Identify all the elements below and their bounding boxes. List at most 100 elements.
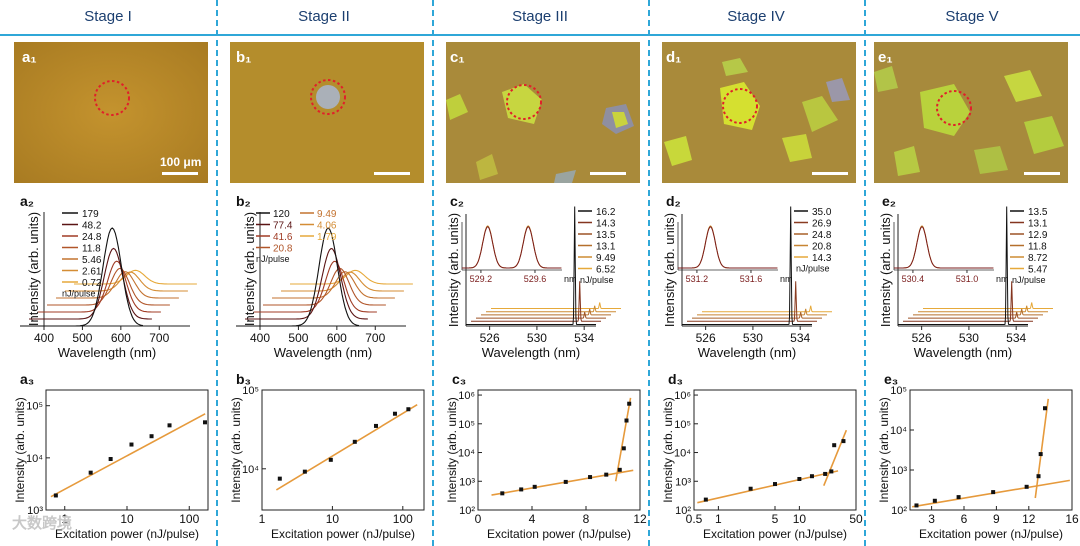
data-point xyxy=(1043,406,1047,411)
micrograph-c1: c₁ xyxy=(446,42,640,183)
plot-frame xyxy=(909,389,1073,511)
inset-trace xyxy=(462,225,562,269)
stage-divider xyxy=(432,0,434,546)
y-axis-title: Intensity (arb. units) xyxy=(445,397,459,502)
x-tick-label: 500 xyxy=(72,331,92,345)
legend-entry: 13.1 xyxy=(596,242,616,253)
spectrum-trace xyxy=(47,267,170,306)
x-tick-label: 100 xyxy=(393,512,413,526)
legend-entry: 77.4 xyxy=(273,221,293,232)
y-axis-title: Intensity (arb. units) xyxy=(877,397,891,502)
x-axis-title: Excitation power (nJ/pulse) xyxy=(703,527,847,541)
fit-line xyxy=(50,413,206,498)
data-point xyxy=(588,475,593,480)
y-tick-label: 10³ xyxy=(891,465,907,477)
inset-trace xyxy=(894,226,994,269)
x-tick-label: 100 xyxy=(179,512,199,526)
chart-c3: c₃ 0 4 8 12 10² 10³ 10⁴ 10⁵ 10⁶ Excitation power (… xyxy=(445,371,647,541)
x-tick-label: 534 xyxy=(1006,331,1026,345)
spectrum-trace xyxy=(481,308,611,316)
svg-text:d₁: d₁ xyxy=(666,49,681,66)
y-tick-label: 10⁵ xyxy=(458,419,475,431)
legend-entry: 11.8 xyxy=(82,244,101,255)
legend-entry: 35.0 xyxy=(812,207,832,218)
stage-5-title: Stage V xyxy=(945,8,999,25)
fit-line xyxy=(697,470,839,504)
data-point xyxy=(829,469,834,474)
y-tick-label: 10² xyxy=(459,505,475,517)
y-tick-label: 10⁵ xyxy=(26,401,43,413)
fit-line xyxy=(912,479,1070,508)
panel-label: b₃ xyxy=(236,371,251,387)
x-tick-label: 0.5 xyxy=(686,512,703,526)
chart-b3: b₃ 1 10 100 10⁴ 10⁵ Excitation power (nJ/pulse… xyxy=(229,371,425,541)
spectrum-trace xyxy=(486,305,616,313)
inset-x-tick-label: 529.6 xyxy=(524,274,547,284)
data-point xyxy=(621,446,626,451)
legend-entry: 48.2 xyxy=(82,221,102,232)
y-tick-label: 10⁴ xyxy=(458,448,475,460)
x-tick-label: 1 xyxy=(259,512,266,526)
micrograph-d1: d₁ xyxy=(662,42,856,183)
stage-2-title: Stage II xyxy=(298,8,350,25)
x-tick-label: 12 xyxy=(633,512,647,526)
legend-entry: 0.72 xyxy=(82,278,102,289)
spectrum-trace xyxy=(74,269,197,285)
x-tick-label: 8 xyxy=(583,512,590,526)
x-tick-label: 3 xyxy=(928,512,935,526)
inset-x-tick-label: 531.2 xyxy=(686,274,709,284)
data-point xyxy=(167,423,172,428)
inset-unit: nm xyxy=(564,274,577,284)
panel-label: d₃ xyxy=(668,371,683,387)
legend-title: nJ/pulse xyxy=(796,264,830,274)
data-point xyxy=(823,471,828,476)
data-point xyxy=(563,479,568,484)
x-tick-label: 534 xyxy=(574,331,594,345)
y-tick-label: 10² xyxy=(675,505,691,517)
panel-label: a₂ xyxy=(20,193,34,209)
x-axis-title: Wavelength (nm) xyxy=(698,345,797,360)
legend-entry: 5.46 xyxy=(82,255,102,266)
inset-unit: nm xyxy=(996,274,1009,284)
y-axis-title: Intensity (arb. units) xyxy=(26,212,41,326)
x-tick-label: 5 xyxy=(772,512,779,526)
legend-entry: 13.1 xyxy=(1028,219,1048,230)
x-tick-label: 526 xyxy=(696,331,716,345)
y-axis-title: Intensity (arb. units) xyxy=(229,397,243,502)
header-rule xyxy=(0,34,1080,36)
spectrum-trace xyxy=(254,260,377,313)
legend-entry: 120 xyxy=(273,209,290,220)
data-point xyxy=(617,467,622,472)
y-axis-title: Intensity (arb. units) xyxy=(13,397,27,502)
inset-x-tick-label: 531.6 xyxy=(740,274,763,284)
legend-title: nJ/pulse xyxy=(256,254,290,264)
chart-e3: e₃ 3 6 9 12 16 10² 10³ 10⁴ 10⁵ Excitation power (n… xyxy=(877,371,1079,541)
legend-entry: 24.8 xyxy=(812,230,832,241)
inset-trace xyxy=(894,225,994,269)
spectrum-trace xyxy=(466,206,596,325)
x-tick-label: 500 xyxy=(288,331,308,345)
inset-x-tick-label: 531.0 xyxy=(956,274,979,284)
x-tick-label: 16 xyxy=(1065,512,1079,526)
spectrum-trace xyxy=(290,269,413,285)
spectrum-trace xyxy=(697,308,827,316)
panel-label: a₃ xyxy=(20,371,34,387)
svg-text:a₁: a₁ xyxy=(22,49,37,66)
svg-text:c₁: c₁ xyxy=(450,49,465,66)
spectrum-trace xyxy=(898,206,1028,325)
spectrum-trace xyxy=(236,227,360,327)
plot-frame xyxy=(261,389,425,511)
micrograph-e1: e₁ xyxy=(874,42,1068,183)
data-point xyxy=(203,420,208,425)
y-axis-title: Intensity (arb. units) xyxy=(662,213,677,327)
x-tick-label: 10 xyxy=(326,512,340,526)
inset-trace xyxy=(462,226,562,269)
stage-3-title: Stage III xyxy=(512,8,568,25)
watermark: 大数跨境 xyxy=(12,515,73,532)
x-axis-title: Excitation power (nJ/pulse) xyxy=(271,527,415,541)
x-tick-label: 12 xyxy=(1022,512,1036,526)
x-tick-label: 600 xyxy=(111,331,131,345)
x-axis-title: Excitation power (nJ/pulse) xyxy=(487,527,631,541)
spectrum-trace xyxy=(272,271,395,299)
data-point xyxy=(352,439,357,444)
